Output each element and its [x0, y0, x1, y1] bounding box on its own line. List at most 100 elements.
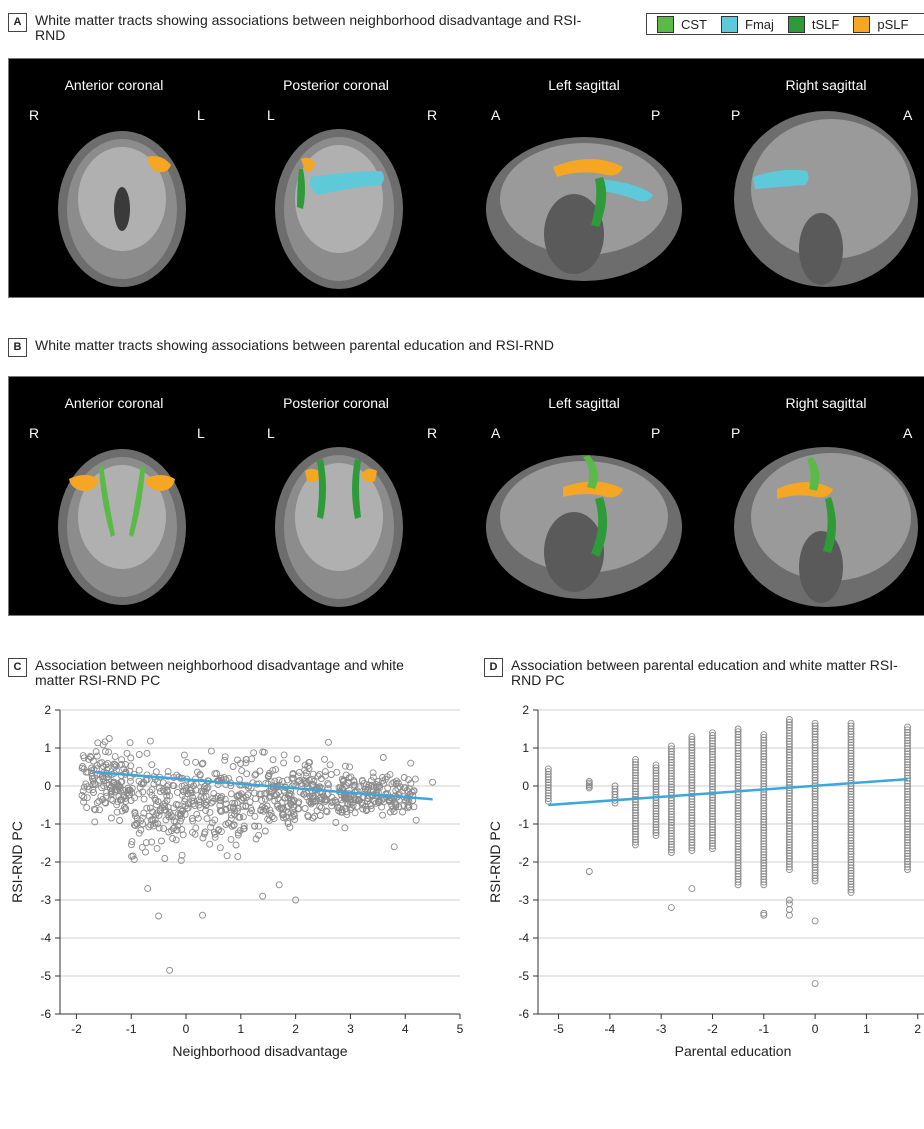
data-point — [279, 811, 287, 819]
data-point — [316, 812, 324, 819]
data-point — [734, 731, 742, 738]
data-point — [321, 755, 328, 763]
data-point — [652, 767, 660, 774]
data-point — [278, 798, 286, 806]
data-point — [652, 815, 660, 823]
data-point — [310, 777, 318, 785]
data-point — [211, 770, 219, 778]
data-point — [153, 809, 161, 817]
data-point — [688, 828, 696, 836]
data-point — [785, 866, 793, 874]
data-point — [667, 835, 675, 843]
data-point — [760, 867, 768, 875]
data-point — [847, 744, 855, 752]
view-title: Left sagittal — [548, 77, 620, 93]
data-point — [734, 766, 742, 774]
data-point — [237, 760, 244, 767]
data-point — [172, 818, 180, 826]
data-point — [709, 796, 716, 804]
data-point — [785, 737, 793, 745]
data-point — [225, 775, 233, 783]
data-point — [709, 758, 716, 766]
data-point — [178, 851, 186, 859]
data-point — [394, 779, 402, 787]
data-point — [811, 771, 819, 779]
data-point — [667, 821, 675, 829]
data-point — [364, 798, 371, 806]
data-point — [811, 774, 819, 782]
data-point — [155, 784, 163, 792]
data-point — [278, 777, 286, 785]
data-point — [652, 788, 660, 796]
data-point — [243, 770, 251, 778]
data-point — [246, 809, 254, 817]
data-point — [709, 761, 716, 769]
data-point — [811, 804, 819, 812]
data-point — [709, 737, 716, 745]
data-point — [760, 755, 768, 763]
data-point — [847, 869, 855, 877]
data-point — [785, 792, 793, 800]
data-point — [811, 831, 819, 839]
data-point — [544, 773, 552, 781]
data-point — [904, 806, 911, 814]
data-point — [667, 838, 675, 846]
data-point — [785, 819, 793, 827]
data-point — [811, 793, 819, 801]
data-point — [688, 765, 696, 773]
data-point — [734, 870, 742, 878]
data-point — [904, 780, 911, 788]
data-point — [103, 788, 111, 796]
data-point — [760, 821, 768, 829]
data-point — [667, 742, 675, 750]
data-point — [847, 826, 855, 834]
data-point — [82, 780, 90, 788]
data-point — [225, 819, 233, 827]
data-point — [811, 730, 819, 738]
data-point — [286, 823, 294, 831]
y-tick-label: -3 — [40, 893, 51, 907]
data-point — [811, 741, 819, 749]
scatter-chart-c: 2 1 0 -1 -2 -3 -4 -5 -6 -2 -1 0 1 2 3 4 5 Neighborhood di… — [9, 703, 464, 1059]
data-point — [632, 809, 639, 817]
data-point — [544, 789, 552, 797]
data-point — [255, 822, 263, 830]
data-point — [611, 782, 619, 790]
data-point — [412, 816, 420, 824]
data-point — [904, 847, 911, 855]
data-point — [734, 834, 742, 842]
data-point — [96, 806, 103, 814]
data-point — [158, 837, 165, 845]
data-point — [760, 777, 768, 785]
data-point — [90, 805, 98, 813]
data-point — [135, 751, 143, 758]
data-point — [785, 803, 793, 811]
legend-item-pslf: pSLF — [853, 15, 908, 33]
legend-label: CST — [681, 16, 707, 32]
data-point — [206, 840, 214, 848]
data-point — [688, 806, 696, 814]
data-point — [734, 763, 742, 771]
data-point — [210, 790, 218, 798]
view-right-sagittal: Right sagittal P A — [721, 59, 924, 297]
data-point — [283, 803, 291, 811]
data-point — [367, 805, 375, 813]
data-point — [904, 734, 911, 742]
data-point — [261, 827, 269, 835]
data-point — [760, 761, 768, 769]
data-point — [811, 757, 819, 765]
data-point — [847, 828, 855, 836]
data-point — [667, 786, 675, 794]
data-point — [709, 767, 716, 774]
data-point — [358, 776, 366, 784]
data-point — [847, 785, 855, 793]
data-point — [369, 773, 377, 781]
data-point — [734, 777, 742, 785]
data-point — [709, 842, 716, 850]
data-point — [811, 825, 819, 833]
data-point — [847, 752, 855, 760]
data-point — [632, 825, 639, 833]
data-point — [760, 799, 768, 807]
data-point — [904, 753, 911, 761]
data-point — [811, 795, 819, 803]
